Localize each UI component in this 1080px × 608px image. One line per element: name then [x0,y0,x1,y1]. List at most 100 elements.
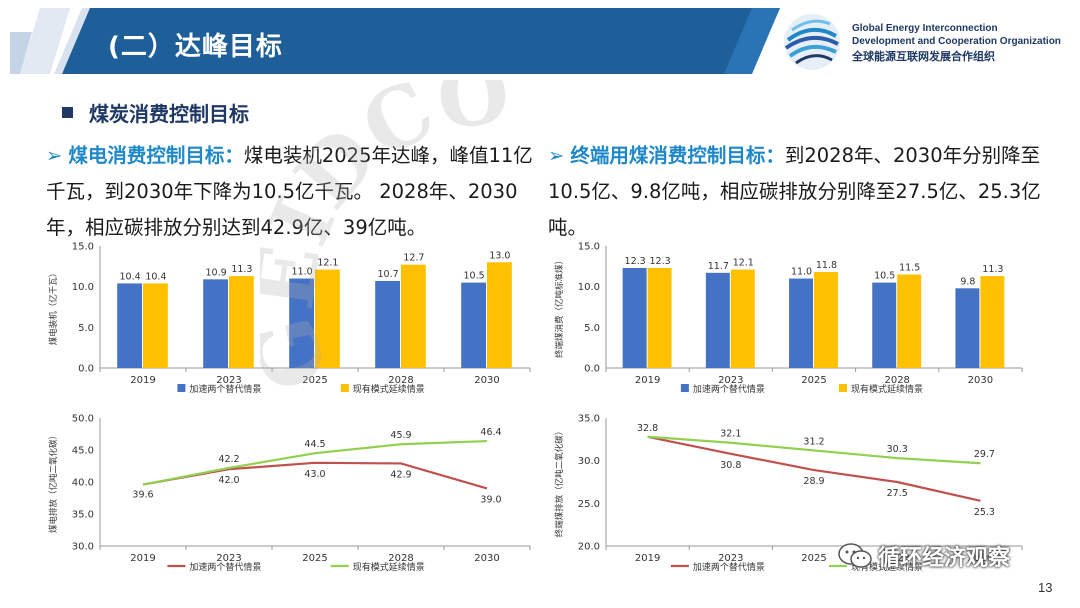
data-label: 12.3 [650,256,671,267]
data-label: 10.4 [145,271,166,282]
data-label: 11.0 [292,267,313,278]
x-tick-label: 2030 [474,553,499,564]
y-tick-label: 50.0 [72,414,94,425]
bar [647,267,672,368]
org-name-cn: 全球能源互联网发展合作组织 [852,50,995,63]
x-tick-label: 2023 [718,553,743,564]
page-number: 13 [1038,580,1053,595]
x-tick-label: 2019 [130,553,155,564]
legend-label: 现有模式延续情景 [851,383,923,395]
data-label: 31.2 [803,436,824,447]
header-stripes [10,8,70,74]
data-label: 25.3 [974,507,995,518]
x-tick-label: 2030 [474,375,499,386]
y-tick-label: 35.0 [578,414,600,425]
data-label: 29.7 [974,449,995,460]
legend-label: 加速两个替代情景 [693,383,765,395]
data-label: 39.0 [480,494,501,505]
square-bullet-icon [62,107,73,118]
data-label: 32.8 [637,423,658,434]
x-tick-label: 2025 [801,553,826,564]
y-tick-label: 40.0 [72,478,94,489]
data-label: 11.5 [899,262,920,273]
data-label: 13.0 [489,250,510,261]
bar [814,272,838,368]
data-label: 12.3 [625,256,646,267]
bar [622,267,647,368]
bar [730,269,755,368]
wechat-badge: 循环经济观察 [838,540,1010,572]
bar [315,269,340,368]
x-tick-label: 2028 [884,375,909,386]
right-paragraph-lead: 终端用煤消费控制目标： [570,144,785,167]
x-tick-label: 2030 [968,375,993,386]
chart-svg: 0.0 5.0 10.0 15.0 煤电装机（亿千瓦） 2019 2023 2025 2028 2… [48,242,531,395]
section-title: 煤炭消费控制目标 [89,102,249,126]
bar [289,278,314,368]
y-tick-label: 45.0 [72,446,94,457]
data-label: 44.5 [304,439,325,450]
arrow-bullet-icon: ➢ [548,144,565,167]
y-tick-label: 15.0 [578,242,600,253]
x-tick-label: 2023 [718,375,743,386]
chart-svg: 30.0 35.0 40.0 45.0 50.0 煤电排放（亿吨二氧化碳） 2019 2023… [48,414,531,573]
legend-label: 加速两个替代情景 [189,383,261,395]
bar [375,280,400,368]
x-tick-label: 2023 [216,375,241,386]
data-label: 27.5 [887,488,908,499]
y-tick-label: 15.0 [72,242,94,253]
coal-power-emission-chart: 30.0 35.0 40.0 45.0 50.0 煤电排放（亿吨二氧化碳） 2019 2023… [44,408,544,576]
wechat-label: 循环经济观察 [878,546,1011,571]
y-axis-label: 终端煤消费（亿吨标准煤） [554,256,565,358]
y-tick-label: 0.0 [584,364,600,375]
x-tick-label: 2019 [635,553,660,564]
data-label: 46.4 [480,427,501,438]
bar [143,283,168,368]
x-tick-label: 2028 [388,375,413,386]
bar [872,282,897,368]
data-label: 10.4 [120,271,141,282]
legend-label: 加速两个替代情景 [189,561,261,573]
bar [897,274,922,368]
coal-power-capacity-chart: 0.0 5.0 10.0 15.0 煤电装机（亿千瓦） 2019 2023 2025 2028 2… [44,236,544,398]
data-label: 9.8 [960,276,975,287]
data-label: 28.9 [803,476,824,487]
legend-label: 现有模式延续情景 [353,383,425,395]
x-tick-label: 2019 [635,375,660,386]
x-tick-label: 2028 [388,553,413,564]
section-heading: 煤炭消费控制目标 [62,98,249,127]
x-tick-label: 2025 [302,375,327,386]
legend-swatch [680,384,689,392]
geidco-logo-icon [784,14,840,70]
bar [955,288,980,368]
y-tick-label: 30.0 [578,456,600,467]
y-tick-label: 5.0 [584,323,600,334]
data-label: 42.0 [218,475,239,486]
legend-label: 现有模式延续情景 [353,561,425,573]
bar [487,262,512,368]
left-paragraph-body: 煤电装机2025年达峰，峰值11亿千瓦，到2030年下降为10.5亿千瓦。 20… [46,144,533,239]
bar [980,276,1005,368]
data-label: 11.7 [708,261,729,272]
series-line [142,439,488,486]
data-label: 43.0 [304,469,325,480]
data-label: 42.2 [218,454,239,465]
data-label: 11.3 [231,264,252,275]
legend-swatch [340,384,349,392]
y-axis-label: 煤电排放（亿吨二氧化碳） [48,431,59,533]
data-label: 42.9 [390,469,411,480]
org-name-en: Global Energy Interconnection Developmen… [852,23,1061,47]
data-label: 12.7 [403,253,424,264]
data-label: 30.3 [887,444,908,455]
data-label: 11.3 [982,264,1003,275]
right-paragraph-body: 到2028年、2030年分别降至10.5亿、9.8亿吨，相应碳排放分别降至27.… [548,144,1041,239]
bar [461,282,486,368]
header-band [54,8,780,74]
legend-label: 加速两个替代情景 [693,561,765,573]
y-tick-label: 20.0 [578,542,600,553]
y-tick-label: 25.0 [578,499,600,510]
y-tick-label: 30.0 [72,542,94,553]
x-tick-label: 2019 [130,375,155,386]
data-label: 45.9 [390,430,411,441]
y-tick-label: 10.0 [578,282,600,293]
